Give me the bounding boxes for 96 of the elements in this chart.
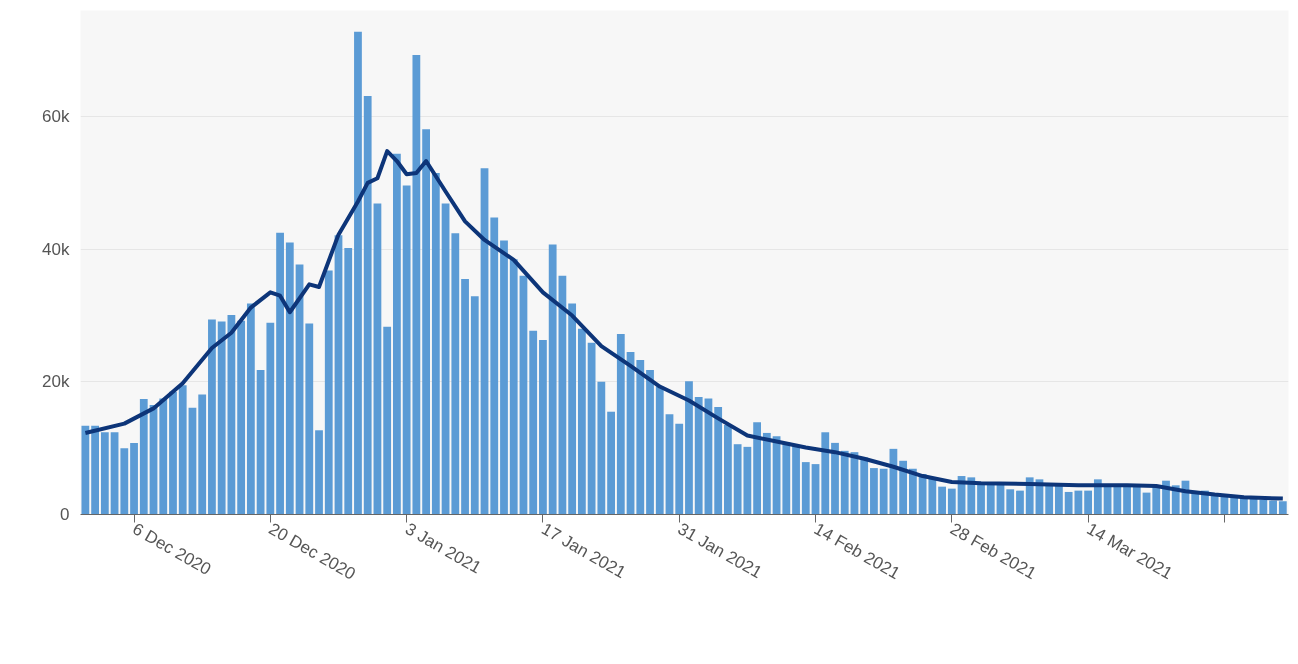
y-tick-label: 60k <box>42 107 70 127</box>
bar <box>500 240 508 515</box>
x-tick-label: 20 Dec 2020 <box>265 519 359 584</box>
bar <box>159 398 168 515</box>
bar <box>665 414 674 515</box>
bar <box>577 328 586 515</box>
bar <box>607 411 615 515</box>
bar <box>1006 489 1015 515</box>
bar <box>1269 500 1277 515</box>
bar <box>821 432 830 515</box>
bar <box>831 442 839 515</box>
bar <box>120 448 129 515</box>
bar <box>461 279 469 515</box>
bar <box>938 486 946 515</box>
x-tick-label: 28 Feb 2021 <box>947 519 1040 584</box>
bar <box>801 462 810 515</box>
bar <box>714 407 723 515</box>
bar <box>431 172 440 515</box>
bar <box>694 397 703 515</box>
bar <box>81 425 90 515</box>
bar <box>548 244 557 515</box>
bar <box>208 319 216 515</box>
bar <box>685 381 693 515</box>
bar <box>256 369 265 515</box>
bar <box>441 203 450 515</box>
bar <box>354 31 362 515</box>
bar <box>422 129 430 515</box>
bar <box>1123 485 1131 515</box>
bar <box>899 460 908 515</box>
x-tick-label: 6 Dec 2020 <box>129 519 215 579</box>
bar <box>1210 495 1219 515</box>
bar <box>285 242 294 515</box>
bar <box>840 450 849 515</box>
bar <box>178 385 187 515</box>
bar <box>305 323 314 515</box>
bar <box>646 369 654 515</box>
bar <box>977 483 985 515</box>
bar <box>616 334 625 515</box>
bar <box>490 217 499 515</box>
bar <box>100 432 109 515</box>
bar <box>266 322 275 515</box>
bar <box>509 259 518 515</box>
bar <box>792 445 800 515</box>
bar <box>91 425 99 515</box>
x-tick-label: 3 Jan 2021 <box>401 519 485 578</box>
bar <box>636 359 645 515</box>
bar <box>879 468 888 515</box>
bar <box>529 330 538 515</box>
bar <box>393 153 401 515</box>
bar <box>519 275 528 515</box>
bar <box>110 432 119 515</box>
x-tick-label: 14 Mar 2021 <box>1083 519 1176 584</box>
bar <box>246 303 255 515</box>
bar <box>870 468 878 515</box>
bar <box>947 488 956 515</box>
bar <box>762 432 771 515</box>
bar <box>1055 484 1063 515</box>
bar <box>1084 490 1093 515</box>
bar <box>1113 485 1122 515</box>
bar <box>344 247 353 515</box>
y-tick-label: 0 <box>60 505 70 524</box>
bar <box>373 203 382 515</box>
bar <box>675 423 684 515</box>
line-series <box>83 149 1285 501</box>
x-tick-label: 14 Feb 2021 <box>810 519 904 584</box>
bar <box>130 442 138 515</box>
bar <box>655 386 664 515</box>
bar <box>451 233 460 515</box>
bar <box>908 468 917 515</box>
x-tick-label: 31 Jan 2021 <box>674 519 766 583</box>
x-tick-label: 17 Jan 2021 <box>538 519 629 583</box>
y-tick-label: 40k <box>42 239 70 259</box>
bar <box>217 321 226 515</box>
bar <box>724 424 732 515</box>
bar <box>860 457 869 515</box>
bar <box>1016 490 1024 515</box>
bar <box>139 399 148 515</box>
bar <box>198 394 207 515</box>
bar <box>237 320 246 515</box>
bar <box>363 96 372 515</box>
bar <box>1132 485 1141 515</box>
bar <box>568 303 577 515</box>
bar <box>276 232 284 515</box>
bar <box>539 340 547 515</box>
bar <box>986 484 995 515</box>
bar <box>315 430 323 515</box>
bar <box>470 296 479 515</box>
bar <box>1045 483 1054 515</box>
bar <box>1239 497 1248 515</box>
bar <box>782 442 791 515</box>
bar <box>753 422 761 515</box>
bar <box>1278 501 1287 515</box>
y-tick-label: 20k <box>42 372 70 392</box>
bar <box>383 326 392 515</box>
bar <box>169 391 177 515</box>
bar <box>324 270 333 515</box>
